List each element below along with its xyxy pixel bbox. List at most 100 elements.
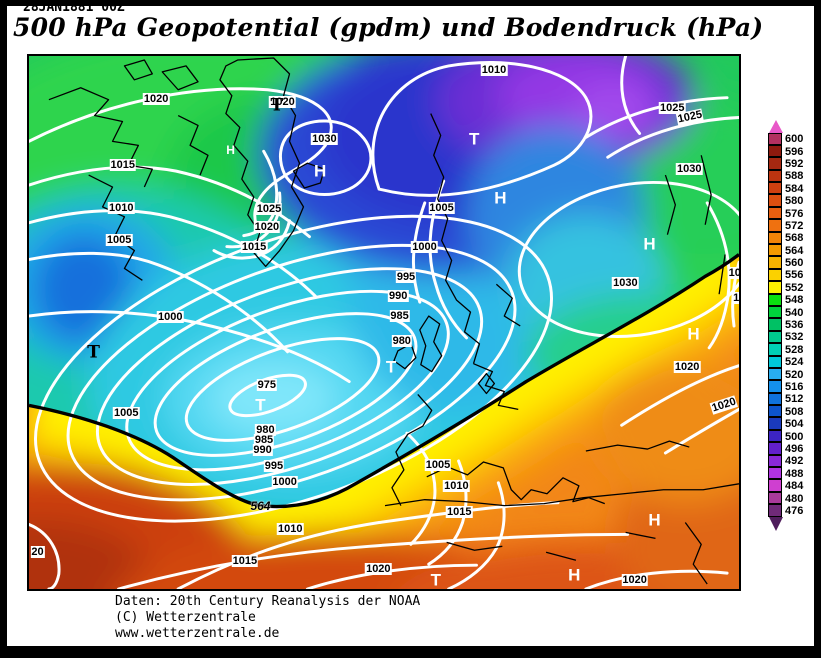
isobar-label: 1005 (113, 406, 140, 419)
map-labels: 1020 1020 1010 1030 1025 1025 1015 1030 1005 1010… (29, 56, 739, 589)
colorbar-value: 596 (785, 145, 804, 158)
isobar-label: 985 (253, 434, 275, 447)
colorbar: 600 596 592 588 584 580 576 572 568 564 560 556 552 5… (768, 120, 818, 532)
colorbar-value: 516 (785, 381, 804, 393)
isobar-label: 1005 (424, 458, 452, 471)
colorbar-value: 600 (785, 133, 804, 146)
colorbar-row: 488 (768, 467, 818, 480)
colorbar-swatch (768, 132, 782, 145)
colorbar-row: 512 (768, 392, 818, 406)
colorbar-swatch (768, 479, 782, 492)
colorbar-row: 580 (768, 194, 818, 208)
colorbar-swatch (768, 219, 782, 232)
colorbar-swatch (768, 491, 782, 505)
pressure-marker-h: H (494, 188, 507, 208)
colorbar-row: 556 (768, 268, 818, 282)
isobar-label: 985 (389, 310, 410, 323)
isobar-label: 1025 (659, 101, 686, 114)
isobar-label: 1015 (109, 159, 136, 172)
colorbar-value: 476 (785, 504, 804, 517)
colorbar-row: 520 (768, 367, 818, 381)
attribution: Daten: 20th Century Reanalysis der NOAA … (115, 594, 420, 642)
colorbar-row: 568 (768, 231, 818, 245)
colorbar-row: 552 (768, 281, 818, 294)
colorbar-swatch (768, 305, 782, 319)
attribution-copyright: (C) Wetterzentrale (115, 610, 256, 625)
colorbar-swatch (768, 268, 782, 282)
colorbar-value: 552 (785, 281, 804, 294)
colorbar-arrow-down (769, 517, 783, 532)
isobar-label: 1020 (269, 95, 296, 108)
colorbar-value: 580 (785, 195, 804, 208)
colorbar-row: 536 (768, 318, 818, 332)
colorbar-value: 540 (785, 306, 804, 319)
contour-564-label: 564 (250, 498, 271, 513)
pressure-marker-h: H (313, 161, 327, 181)
pressure-marker-t: T (430, 570, 442, 590)
colorbar-row: 560 (768, 256, 818, 270)
colorbar-row: 532 (768, 330, 818, 344)
attribution-source: Daten: 20th Century Reanalysis der NOAA (115, 594, 421, 609)
isobar-label: 1015 (240, 240, 268, 253)
pressure-marker-h: H (643, 234, 656, 254)
colorbar-swatch (768, 293, 782, 306)
colorbar-value: 560 (785, 257, 804, 270)
colorbar-swatch (768, 182, 782, 195)
colorbar-value: 520 (785, 368, 804, 381)
map-panel: 1020 1020 1010 1030 1025 1025 1015 1030 1005 1010… (27, 54, 741, 591)
colorbar-row: 584 (768, 182, 818, 195)
pressure-marker-t: T (468, 129, 480, 149)
pressure-marker-t: T (270, 95, 284, 116)
colorbar-row: 500 (768, 429, 818, 443)
colorbar-swatch (768, 206, 782, 220)
colorbar-swatch (768, 194, 782, 207)
colorbar-row: 496 (768, 442, 818, 455)
pressure-marker-h: H (687, 324, 700, 344)
colorbar-row: 508 (768, 405, 818, 418)
colorbar-value: 576 (785, 207, 804, 220)
pressure-marker-t: T (385, 357, 397, 377)
colorbar-value: 500 (785, 430, 804, 443)
colorbar-swatch (768, 392, 782, 406)
colorbar-row: 484 (768, 479, 818, 492)
colorbar-row: 592 (768, 157, 818, 170)
isobar-label: 1015 (446, 505, 473, 518)
isobar-label: 1020 (709, 395, 739, 415)
isobar-label: 995 (263, 459, 285, 472)
colorbar-swatch (768, 504, 782, 517)
colorbar-swatch (768, 380, 782, 393)
isobar-label: 995 (395, 271, 417, 284)
colorbar-swatch (768, 157, 782, 170)
isobar-label: 1030 (311, 133, 338, 146)
colorbar-value: 512 (785, 393, 804, 406)
colorbar-value: 572 (785, 219, 804, 232)
colorbar-value: 508 (785, 405, 804, 418)
isobar-label: 1000 (271, 475, 298, 488)
isobar-label: 1 (732, 291, 740, 304)
isobar-label: 1010 (480, 63, 508, 76)
colorbar-row: 548 (768, 293, 818, 307)
isobar-label: 990 (252, 443, 273, 456)
colorbar-swatch (768, 330, 782, 344)
isobar-label: 1000 (411, 240, 438, 253)
isobar-label: 980 (391, 334, 412, 347)
colorbar-value: 568 (785, 232, 804, 245)
isobar-label: 1000 (157, 311, 184, 324)
isobar-label: 1010 (108, 201, 135, 214)
isobar-label: 1020 (673, 360, 701, 373)
colorbar-row: 596 (768, 144, 818, 158)
attribution-url: www.wetterzentrale.de (115, 626, 280, 641)
colorbar-value: 548 (785, 294, 804, 307)
colorbar-value: 528 (785, 343, 804, 356)
isobar-label: 1030 (612, 277, 639, 290)
isobar-label: 990 (388, 290, 409, 303)
colorbar-value: 588 (785, 170, 804, 183)
pressure-marker-h: H (226, 143, 235, 158)
colorbar-value: 536 (785, 319, 804, 332)
colorbar-row: 480 (768, 491, 818, 505)
pressure-marker-t: T (255, 395, 266, 415)
isobar-label: 20 (30, 546, 45, 559)
colorbar-swatch (768, 454, 782, 468)
colorbar-swatch (768, 318, 782, 331)
colorbar-row: 492 (768, 454, 818, 468)
